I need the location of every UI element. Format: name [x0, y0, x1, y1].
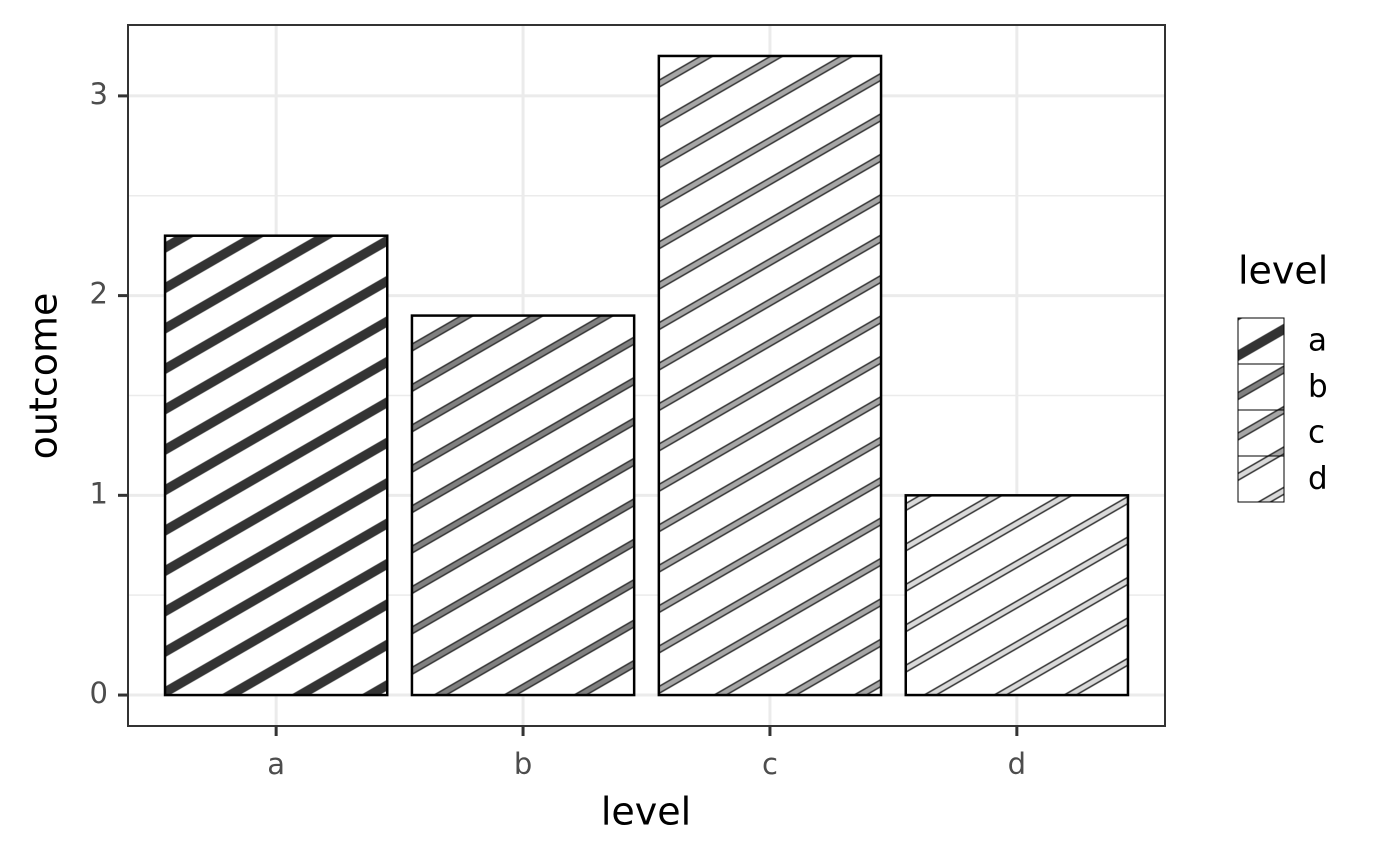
- legend-label: a: [1308, 323, 1327, 359]
- bar: [657, 54, 883, 697]
- y-tick-label: 0: [90, 676, 108, 710]
- x-tick-label: a: [267, 747, 285, 781]
- legend-key: [1237, 409, 1285, 457]
- legend-key: [1237, 363, 1285, 411]
- x-tick-label: b: [514, 747, 532, 781]
- legend-label: d: [1308, 461, 1328, 497]
- x-tick-label: d: [1008, 747, 1026, 781]
- y-tick-label: 1: [90, 476, 108, 510]
- y-tick-label: 2: [90, 277, 108, 311]
- bar: [410, 314, 636, 697]
- x-axis-title: level: [601, 790, 691, 834]
- panel-border: [127, 24, 1166, 727]
- legend-key: [1237, 317, 1285, 365]
- bar: [163, 234, 389, 697]
- x-tick-label: c: [762, 747, 778, 781]
- legend-title: level: [1238, 249, 1328, 293]
- legend-label: c: [1308, 415, 1325, 451]
- legend-key: [1237, 455, 1285, 503]
- bar: [904, 494, 1130, 697]
- legend-label: b: [1308, 369, 1328, 405]
- y-tick-label: 3: [90, 77, 108, 111]
- y-axis-title: outcome: [22, 293, 66, 460]
